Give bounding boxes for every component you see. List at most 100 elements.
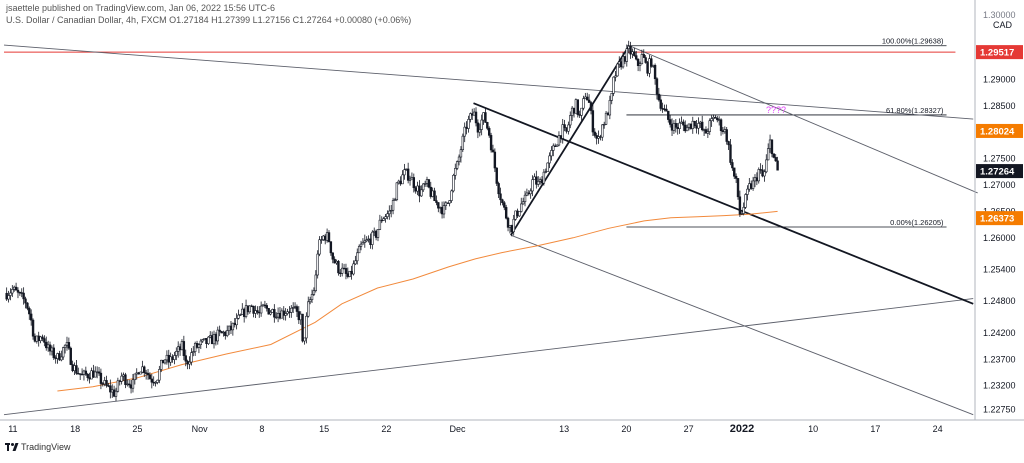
candle-body <box>391 200 395 211</box>
y-tick-label: 1.24200 <box>983 328 1016 338</box>
candle-body <box>653 64 657 80</box>
candle-body <box>41 336 44 339</box>
candle-body <box>180 341 184 351</box>
candle-body <box>725 129 728 142</box>
candle-body <box>71 364 74 371</box>
candle-body <box>188 361 191 365</box>
candle-body <box>273 309 276 318</box>
candle-body <box>276 312 280 318</box>
candle-body <box>303 337 306 342</box>
candle-body <box>429 186 432 197</box>
candle-body <box>563 124 566 128</box>
candle-body <box>344 268 348 274</box>
candle-body <box>476 122 480 133</box>
candle-body <box>203 338 206 340</box>
candle-body <box>399 180 402 185</box>
candle-body <box>288 311 291 313</box>
candle-body <box>331 252 334 260</box>
candle-body <box>205 338 208 344</box>
candle-body <box>527 192 530 195</box>
candle-body <box>129 384 133 389</box>
candle-body <box>186 360 189 365</box>
y-tick-label: 1.26000 <box>983 233 1016 243</box>
candle-body <box>523 194 527 203</box>
moving-average-line <box>57 210 778 392</box>
candle-body <box>454 168 457 176</box>
candle-body <box>167 354 170 363</box>
x-tick-label: 2022 <box>730 423 754 435</box>
candle-body <box>126 383 129 386</box>
candle-body <box>122 374 125 377</box>
candle-body <box>644 57 647 63</box>
candle-body <box>397 180 400 184</box>
candle-body <box>101 383 104 385</box>
candle-body <box>209 335 212 338</box>
candle-body <box>635 55 638 60</box>
price-label-box <box>976 211 1023 226</box>
y-tick-label: 1.23700 <box>983 354 1016 364</box>
price-label-text: 1.28024 <box>980 126 1015 137</box>
candle-body <box>105 380 108 386</box>
candle-body <box>663 108 666 110</box>
candle-body <box>591 110 595 133</box>
candle-body <box>661 108 664 110</box>
candle-body <box>114 390 118 397</box>
candle-body <box>222 331 225 334</box>
footer-brand[interactable]: TradingView <box>5 442 71 452</box>
candle-body <box>525 192 529 196</box>
candle-body <box>761 169 764 177</box>
candle-body <box>405 168 408 171</box>
candle-body <box>333 258 336 264</box>
candle-body <box>94 371 97 378</box>
candle-body <box>227 325 231 331</box>
x-tick-label: 27 <box>684 424 694 434</box>
candle-body <box>163 359 167 364</box>
candle-body <box>488 128 491 136</box>
candle-body <box>382 218 385 221</box>
candle-body <box>229 325 233 331</box>
candle-body <box>156 379 159 383</box>
candle-body <box>687 123 691 128</box>
candle-body <box>173 355 176 360</box>
candle-body <box>648 58 651 74</box>
trendline <box>628 45 978 194</box>
candle-body <box>259 305 263 314</box>
candle-body <box>107 385 110 387</box>
candle-body <box>158 369 161 381</box>
candle-body <box>176 346 180 352</box>
candle-body <box>503 202 506 208</box>
candle-body <box>284 313 287 316</box>
x-tick-label: 8 <box>259 424 264 434</box>
candle-body <box>244 305 248 317</box>
candle-body <box>141 366 144 373</box>
candle-body <box>133 373 137 381</box>
candle-body <box>480 119 483 130</box>
candle-body <box>537 181 540 185</box>
candle-body <box>438 207 442 209</box>
candle-body <box>327 232 331 242</box>
candle-body <box>736 178 740 198</box>
candle-body <box>254 310 257 314</box>
candle-body <box>670 124 674 131</box>
candle-body <box>748 183 751 190</box>
candle-body <box>538 179 542 182</box>
candle-body <box>256 310 259 313</box>
candle-body <box>389 209 393 212</box>
x-tick-label: 25 <box>132 424 142 434</box>
candle-body <box>291 307 295 309</box>
candle-body <box>339 272 342 275</box>
candle-body <box>699 121 702 124</box>
candle-body <box>540 179 544 184</box>
candle-body <box>482 112 485 121</box>
candle-body <box>604 112 608 125</box>
candle-body <box>636 58 640 66</box>
candle-body <box>299 313 302 321</box>
candle-body <box>92 370 95 378</box>
candle-body <box>195 343 199 348</box>
candle-body <box>250 305 253 308</box>
candle-body <box>37 335 40 342</box>
candle-body <box>459 149 463 158</box>
candle-body <box>455 161 459 169</box>
